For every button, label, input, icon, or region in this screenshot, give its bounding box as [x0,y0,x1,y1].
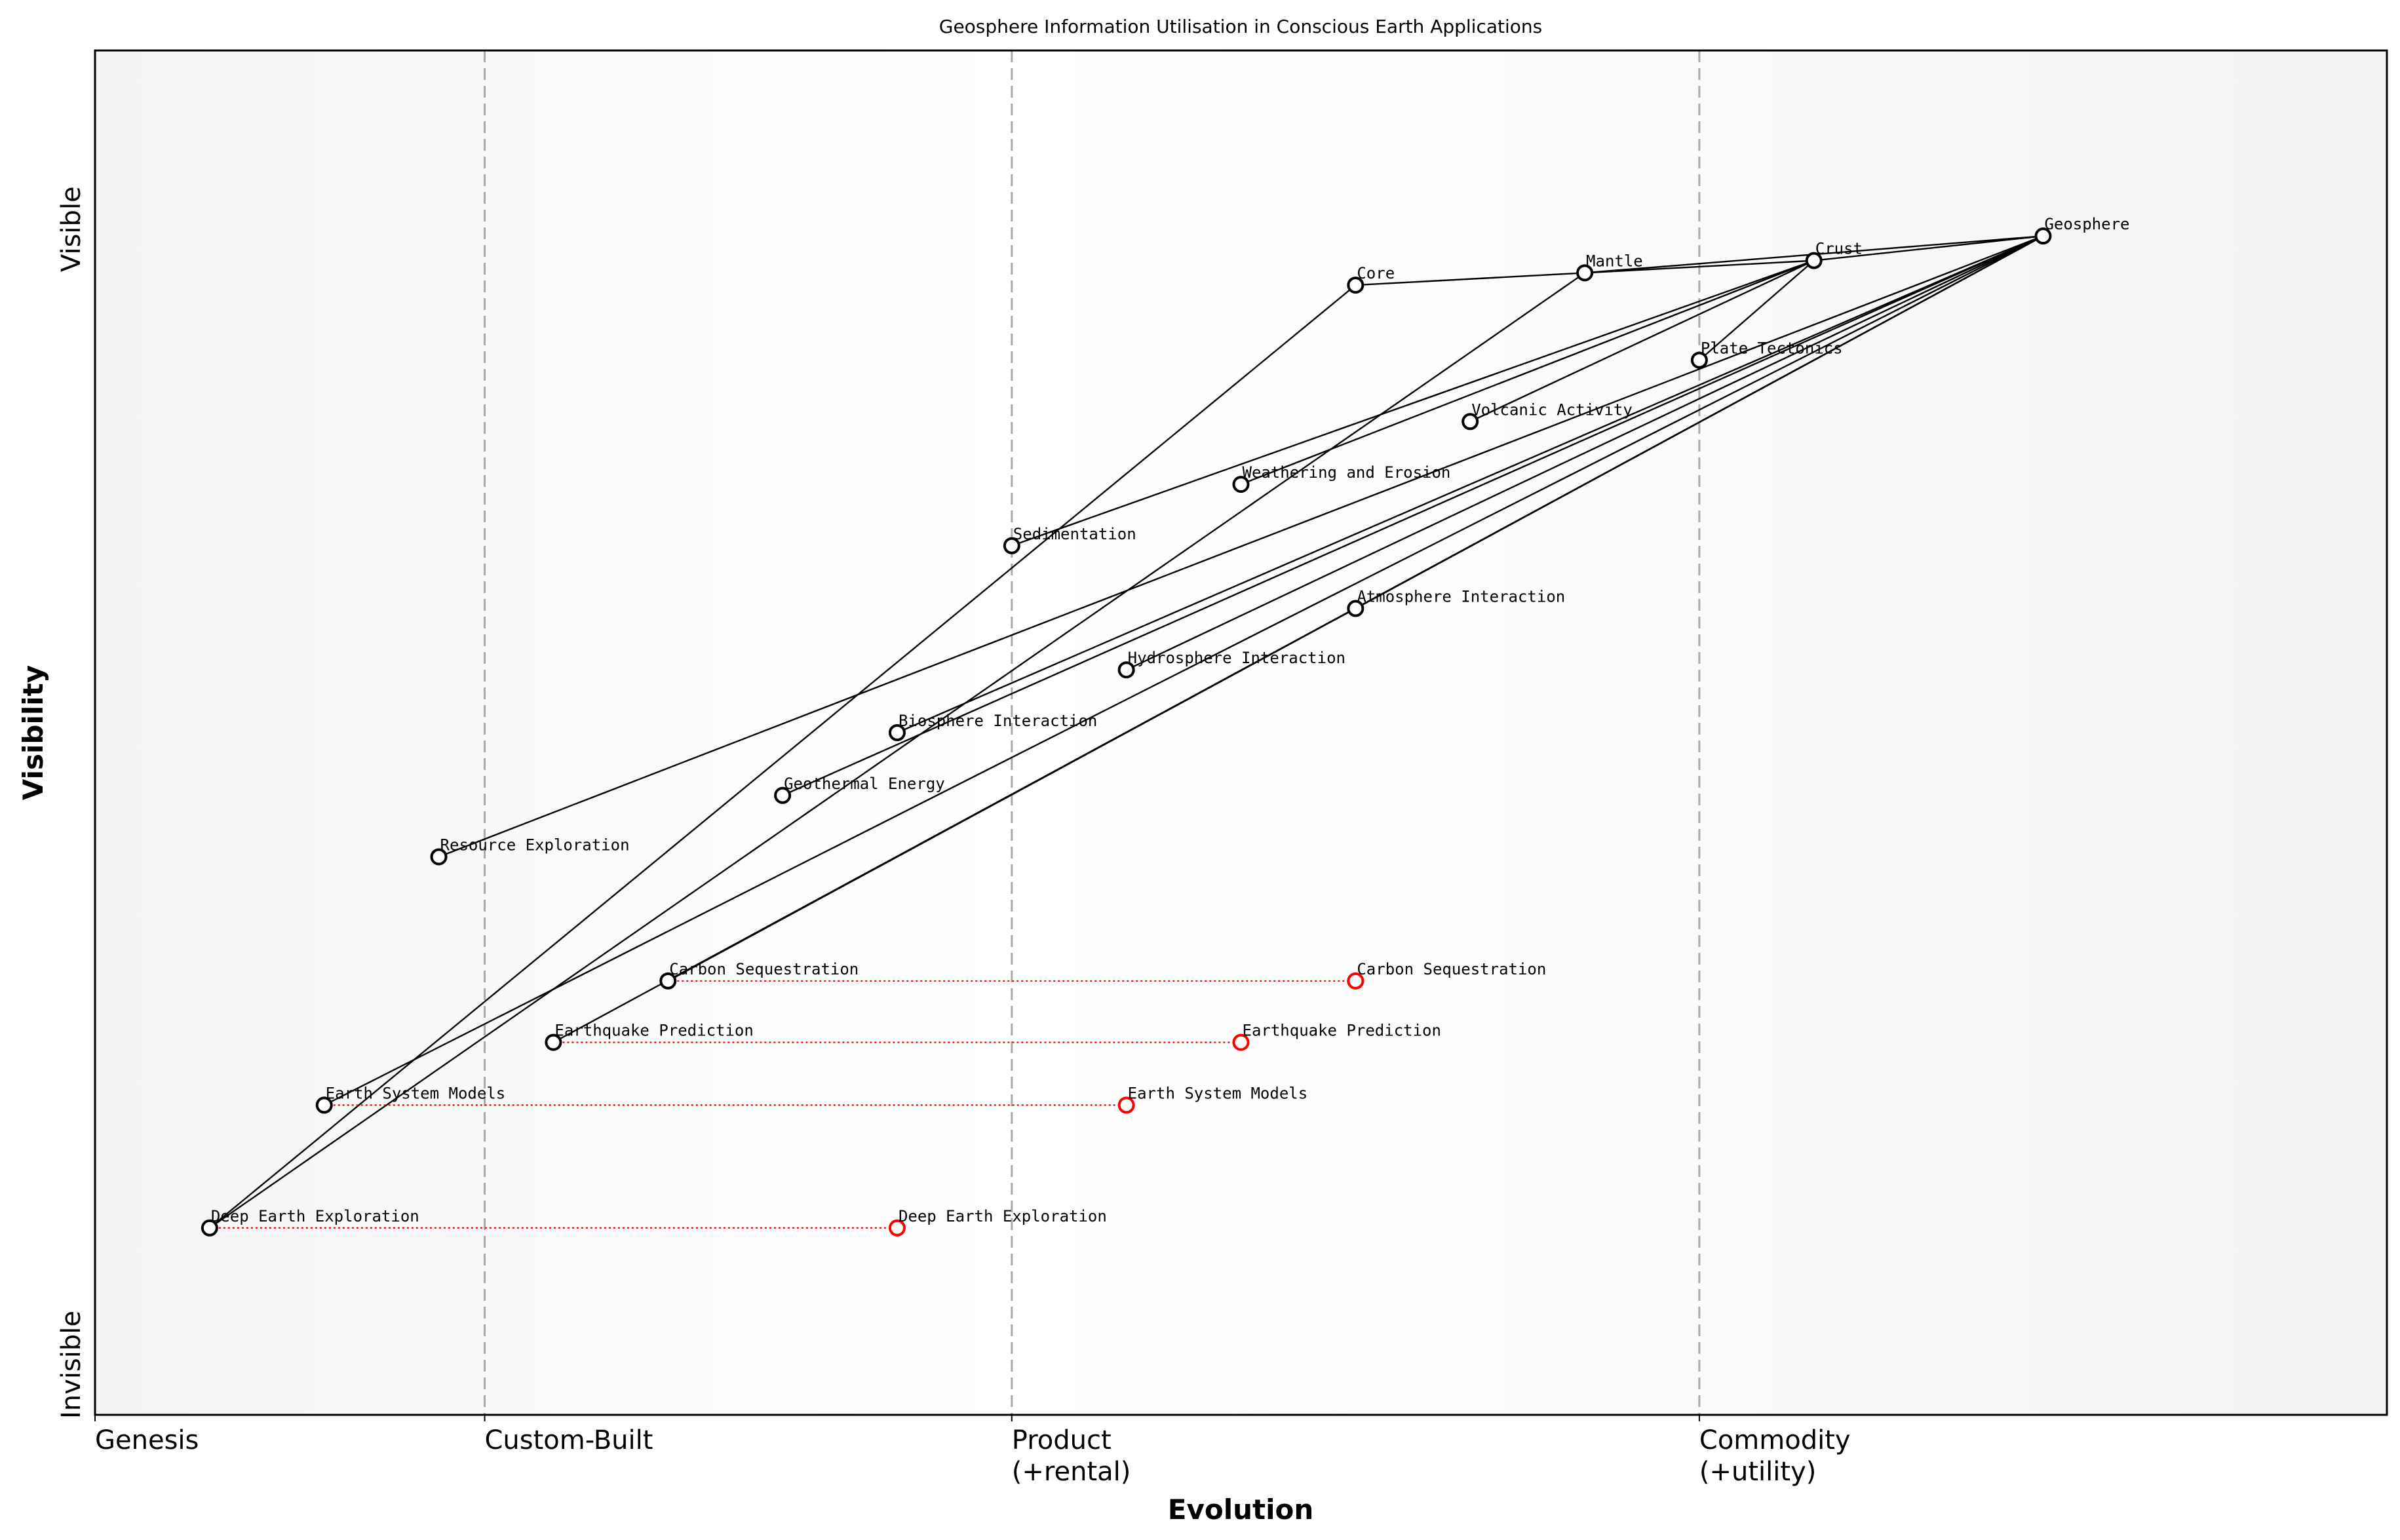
component-node [888,724,906,741]
component-node [1347,600,1365,617]
evolved-component-label: Earth System Models [1128,1084,1308,1102]
component-node [201,1219,218,1237]
component-node [315,1096,333,1114]
dependency-link [782,235,2043,796]
stage-label: Custom-Built [484,1425,653,1455]
component-node [1347,277,1365,294]
component-label: Sedimentation [1013,525,1136,543]
component-node [774,786,792,804]
plot-background [95,50,2387,1415]
component-label: Earthquake Prediction [554,1022,753,1040]
x-axis-title: Evolution [1168,1493,1313,1526]
component-label: Hydrosphere Interaction [1128,649,1345,667]
y-axis-title: Visibility [17,665,49,800]
evolved-component-node [1117,1096,1135,1114]
evolved-component-label: Earthquake Prediction [1243,1022,1441,1040]
y-tick-visible: Visible [56,186,87,272]
evolved-component-label: Deep Earth Exploration [899,1207,1107,1225]
component-label: Crust [1815,240,1863,258]
component-node [1003,537,1020,554]
component-node [545,1033,562,1051]
evolved-component-node [1347,972,1365,990]
dependency-link [1469,260,1815,423]
component-node [2034,227,2052,245]
component-node [1232,476,1250,493]
dependency-link [897,235,2043,734]
component-label: Geothermal Energy [784,775,945,793]
dependency-link [1813,235,2043,261]
component-label: Biosphere Interaction [899,712,1097,730]
y-tick-invisible: Invisible [56,1311,87,1419]
stage-sublabel: (+rental) [1012,1457,1131,1487]
dependency-link [1699,260,1815,361]
plot-frame [94,49,2388,1416]
component-label: Volcanic Activity [1471,400,1633,419]
dependency-link [324,235,2043,1106]
dependency-link [1355,272,1585,286]
stage-label: Product [1012,1425,1112,1455]
dependency-link [1011,260,1815,547]
component-label: Core [1357,264,1395,282]
component-node [1461,413,1479,431]
component-label: Carbon Sequestration [669,960,859,978]
evolved-component-node [888,1219,906,1237]
component-label: Resource Exploration [440,836,630,854]
component-node [1690,351,1708,369]
component-node [430,848,448,866]
component-node [1576,264,1594,282]
dependency-link [552,235,2044,1043]
evolved-component-label: Carbon Sequestration [1357,960,1546,978]
dependency-link [438,235,2043,858]
component-label: Mantle [1586,252,1643,270]
dependency-link [209,284,1357,1229]
dependency-link [209,272,1585,1229]
dependency-link [1584,260,1814,274]
component-node [659,972,677,990]
stage-sublabel: (+utility) [1699,1457,1816,1487]
dependency-link [1126,235,2043,671]
stage-label: Genesis [95,1425,199,1455]
component-label: Weathering and Erosion [1243,463,1451,482]
component-node [1117,661,1135,679]
component-label: Earth System Models [326,1084,506,1102]
component-label: Plate Tectonics [1701,339,1843,358]
component-node [1805,252,1823,269]
dependency-link [1241,260,1815,486]
component-label: Atmosphere Interaction [1357,588,1565,606]
evolved-component-node [1232,1033,1250,1051]
component-label: Deep Earth Exploration [211,1207,419,1225]
chart-title: Geosphere Information Utilisation in Con… [939,16,1543,37]
stage-label: Commodity [1699,1425,1851,1455]
component-label: Geosphere [2044,215,2129,233]
